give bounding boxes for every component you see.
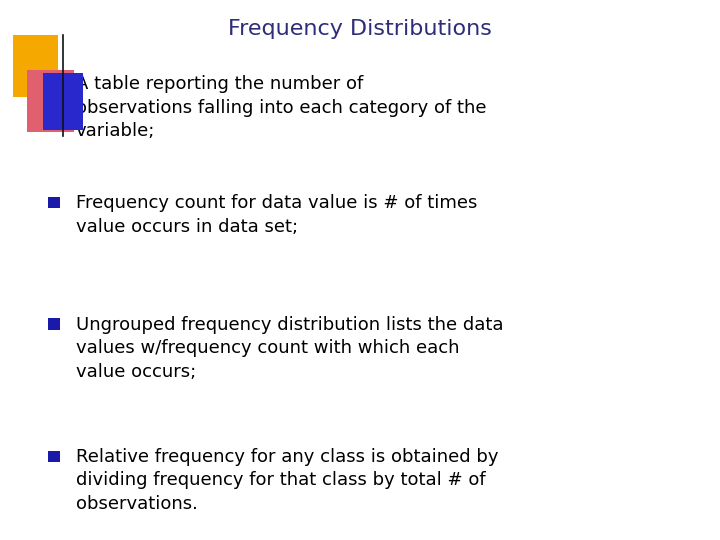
- Text: Frequency Distributions: Frequency Distributions: [228, 19, 492, 39]
- Bar: [48, 450, 60, 462]
- Text: Ungrouped frequency distribution lists the data
values w/frequency count with wh: Ungrouped frequency distribution lists t…: [76, 315, 503, 381]
- Text: A table reporting the number of
observations falling into each category of the
v: A table reporting the number of observat…: [76, 75, 486, 140]
- Text: Frequency count for data value is # of times
value occurs in data set;: Frequency count for data value is # of t…: [76, 194, 477, 235]
- Bar: [43, 73, 83, 130]
- Bar: [48, 78, 60, 90]
- Bar: [27, 70, 74, 132]
- Bar: [13, 35, 58, 97]
- Bar: [48, 318, 60, 330]
- Text: Relative frequency for any class is obtained by
dividing frequency for that clas: Relative frequency for any class is obta…: [76, 448, 498, 513]
- Bar: [48, 197, 60, 208]
